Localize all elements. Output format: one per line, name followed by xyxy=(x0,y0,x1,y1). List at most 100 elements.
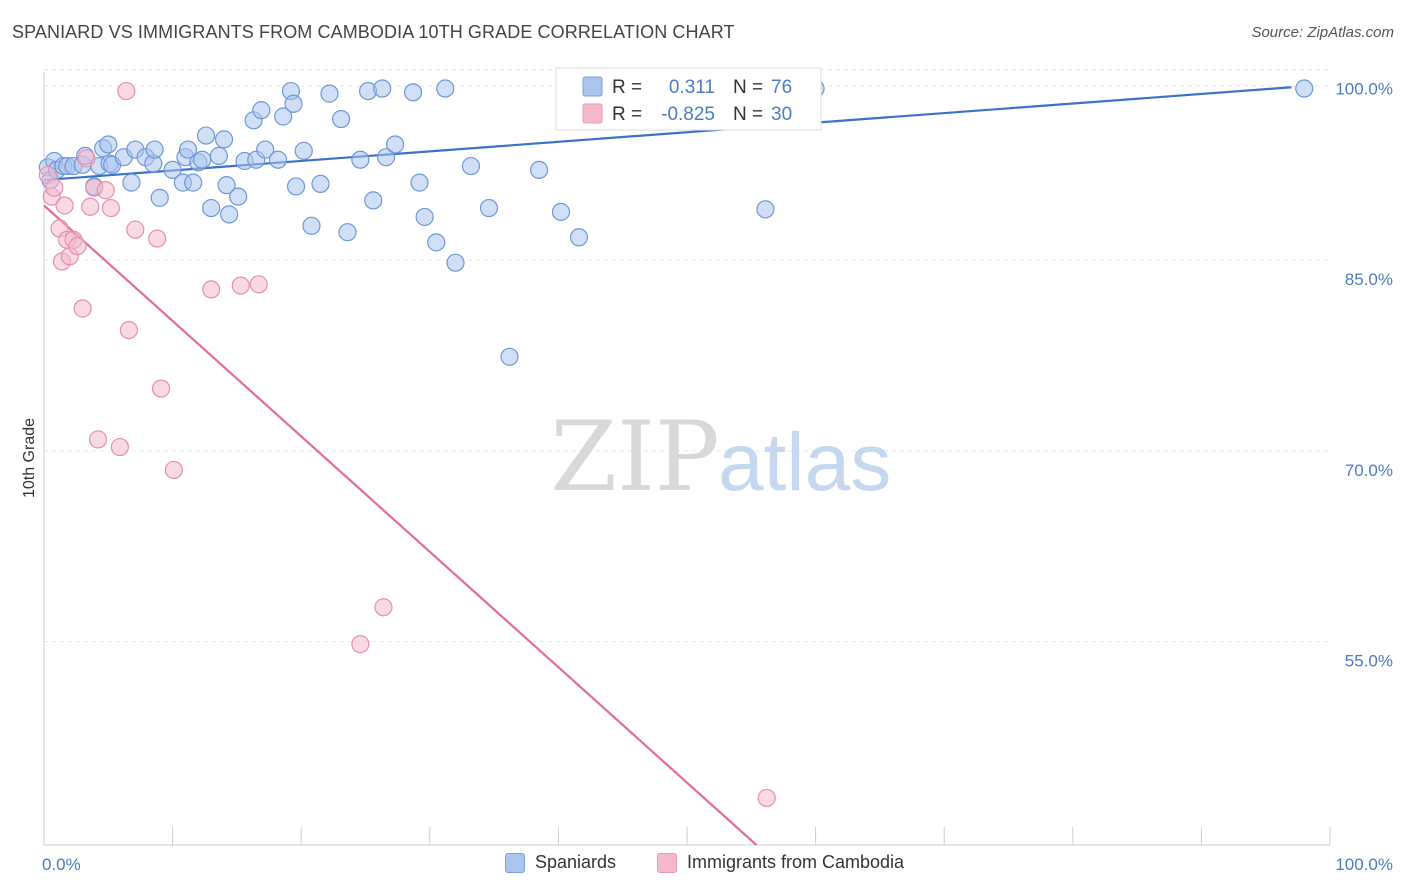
point-spaniards xyxy=(479,198,499,218)
point-spaniards xyxy=(150,188,169,207)
point-spaniards xyxy=(252,101,271,120)
point-spaniards xyxy=(214,130,234,149)
point-spaniards xyxy=(331,109,351,129)
point-spaniards xyxy=(530,160,549,179)
point-cambodia xyxy=(73,299,92,318)
point-cambodia xyxy=(202,280,221,299)
point-cambodia xyxy=(374,598,393,617)
watermark-atlas: atlas xyxy=(718,417,891,508)
point-cambodia xyxy=(148,229,167,248)
point-cambodia xyxy=(88,430,108,449)
chart-title: SPANIARD VS IMMIGRANTS FROM CAMBODIA 10T… xyxy=(12,22,735,42)
point-spaniards xyxy=(410,173,429,192)
point-spaniards xyxy=(500,347,519,366)
point-spaniards xyxy=(178,140,198,159)
point-spaniards xyxy=(415,207,434,227)
point-cambodia xyxy=(249,275,268,294)
point-spaniards xyxy=(338,223,357,242)
point-spaniards xyxy=(403,83,423,102)
point-cambodia xyxy=(45,178,64,197)
point-cambodia xyxy=(117,81,136,101)
point-spaniards xyxy=(202,198,221,218)
point-cambodia xyxy=(101,198,120,218)
point-spaniards xyxy=(184,173,203,192)
x-tick-label-min: 0.0% xyxy=(42,855,81,874)
y-tick-label: 55.0% xyxy=(1345,652,1393,671)
point-spaniards xyxy=(284,94,303,113)
point-spaniards xyxy=(99,135,118,154)
legend-r-label-2: R = xyxy=(612,104,642,125)
point-cambodia xyxy=(231,276,250,295)
tick-labels: 100.0% 85.0% 70.0% 55.0% 0.0% 100.0% xyxy=(42,80,1393,874)
legend-swatch-cambodia-bottom xyxy=(657,852,677,873)
point-cambodia xyxy=(96,181,115,200)
legend-swatch-cambodia xyxy=(582,103,603,124)
correlation-legend: R = 0.311 N = 76 R = -0.825 N = 30 xyxy=(555,67,822,131)
point-spaniards xyxy=(256,140,275,159)
point-spaniards xyxy=(364,191,383,210)
point-cambodia xyxy=(110,437,129,457)
point-spaniards xyxy=(569,228,589,247)
point-cambodia xyxy=(151,379,171,398)
data-points xyxy=(38,79,1314,808)
watermark: ZIP atlas xyxy=(550,401,891,513)
point-spaniards xyxy=(311,174,330,193)
point-cambodia xyxy=(55,196,74,215)
point-spaniards xyxy=(373,79,392,98)
legend-label-spaniards: Spaniards xyxy=(535,852,617,872)
point-spaniards xyxy=(268,150,288,169)
y-tick-label: 70.0% xyxy=(1345,461,1393,480)
point-spaniards xyxy=(302,216,321,235)
point-spaniards xyxy=(1295,79,1314,98)
point-spaniards xyxy=(145,140,164,159)
legend-n-label-2: N = xyxy=(733,104,763,125)
grid-lines xyxy=(44,68,1330,643)
point-spaniards xyxy=(446,253,465,272)
point-spaniards xyxy=(122,173,141,192)
watermark-zip: ZIP xyxy=(550,401,719,513)
point-spaniards xyxy=(209,146,228,166)
legend-swatch-spaniards xyxy=(582,76,603,97)
point-spaniards xyxy=(376,148,396,167)
y-tick-label: 100.0% xyxy=(1335,80,1393,99)
point-cambodia xyxy=(164,460,183,480)
legend-n-value-1: 76 xyxy=(771,77,792,98)
point-spaniards xyxy=(193,150,212,169)
point-spaniards xyxy=(427,233,446,252)
legend-r-value-1: 0.311 xyxy=(669,77,715,98)
point-spaniards xyxy=(385,135,405,154)
point-cambodia xyxy=(757,788,776,808)
legend-n-value-2: 30 xyxy=(771,104,792,125)
point-spaniards xyxy=(294,141,313,160)
point-spaniards xyxy=(351,150,370,169)
point-spaniards xyxy=(436,79,455,98)
legend-n-label-1: N = xyxy=(733,77,763,98)
point-spaniards xyxy=(220,205,239,224)
point-spaniards xyxy=(286,177,306,196)
point-cambodia xyxy=(81,197,100,216)
point-spaniards xyxy=(551,202,571,221)
point-cambodia xyxy=(68,237,87,256)
point-spaniards xyxy=(461,156,481,176)
legend-label-cambodia: Immigrants from Cambodia xyxy=(687,852,905,872)
x-tick-label-max: 100.0% xyxy=(1335,855,1393,874)
point-spaniards xyxy=(229,187,248,206)
point-spaniards xyxy=(196,126,216,145)
legend-r-label-1: R = xyxy=(612,77,642,98)
trend-line-cambodia xyxy=(43,204,758,846)
point-spaniards xyxy=(217,176,236,195)
y-tick-label: 85.0% xyxy=(1345,270,1393,289)
point-spaniards xyxy=(163,160,182,179)
legend-item-spaniards[interactable]: Spaniards xyxy=(505,852,616,873)
legend-swatch-spaniards-bottom xyxy=(505,852,525,873)
chart-source: Source: ZipAtlas.com xyxy=(1251,24,1394,41)
point-cambodia xyxy=(77,149,96,168)
legend-item-cambodia[interactable]: Immigrants from Cambodia xyxy=(657,852,904,873)
point-spaniards xyxy=(274,107,293,126)
point-cambodia xyxy=(119,320,138,340)
y-axis-label: 10th Grade xyxy=(21,418,38,498)
point-cambodia xyxy=(351,635,370,654)
point-spaniards xyxy=(756,200,775,219)
legend-r-value-2: -0.825 xyxy=(661,104,715,125)
